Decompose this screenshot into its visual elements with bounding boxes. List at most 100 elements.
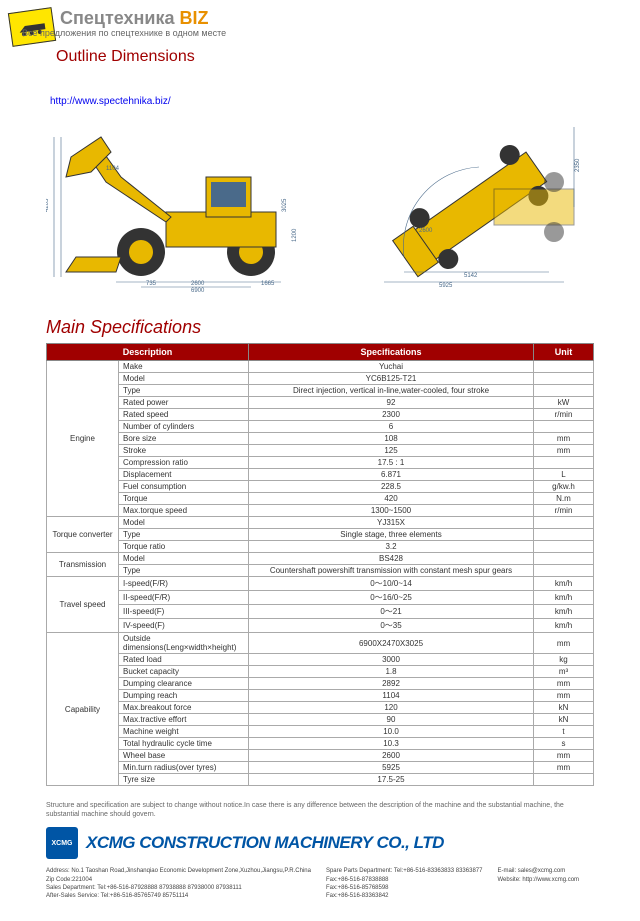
param-name: Torque [119,493,249,505]
param-value: 17.5 : 1 [249,457,534,469]
param-name: Dumping clearance [119,678,249,690]
table-row: IV-speed(F)0～35km/h [47,619,594,633]
param-unit: mm [534,762,594,774]
param-value: 6.871 [249,469,534,481]
brand-title: Спецтехника BIZ [60,8,209,29]
param-value: Direct injection, vertical in-line,water… [249,385,534,397]
param-name: Rated power [119,397,249,409]
col-description: Description [47,344,249,361]
param-name: Compression ratio [119,457,249,469]
table-row: Compression ratio17.5 : 1 [47,457,594,469]
table-row: Fuel consumption228.5g/kw.h [47,481,594,493]
param-value: 108 [249,433,534,445]
param-unit: mm [534,678,594,690]
site-url[interactable]: http://www.spectehnika.biz/ [50,96,640,107]
table-row: Tyre size17.5-25 [47,774,594,786]
param-name: Bore size [119,433,249,445]
param-value: 10.3 [249,738,534,750]
page-header: Спецтехника BIZ Все предложения по спецт… [0,0,640,107]
param-unit: mm [534,633,594,654]
param-unit: r/min [534,409,594,421]
param-value: YC6B125-T21 [249,373,534,385]
company-bar: XCMG XCMG CONSTRUCTION MACHINERY CO., LT… [46,827,594,859]
param-unit: kg [534,654,594,666]
table-row: III-speed(F)0～21km/h [47,605,594,619]
param-value: 3000 [249,654,534,666]
table-row: Machine weight10.0t [47,726,594,738]
table-row: TypeCountershaft powershift transmission… [47,565,594,577]
param-unit [534,517,594,529]
param-name: Number of cylinders [119,421,249,433]
table-row: Bore size108mm [47,433,594,445]
param-value: 1.8 [249,666,534,678]
svg-text:3025: 3025 [282,198,288,212]
param-unit: km/h [534,619,594,633]
table-row: Max.breakout force120kN [47,702,594,714]
param-value: 120 [249,702,534,714]
param-value: 92 [249,397,534,409]
svg-text:1104: 1104 [106,166,120,172]
param-name: Dumping reach [119,690,249,702]
param-value: 125 [249,445,534,457]
param-name: Tyre size [119,774,249,786]
param-unit: s [534,738,594,750]
param-value: 0～16/0~25 [249,591,534,605]
param-name: I-speed(F/R) [119,577,249,591]
category-cell: Capability [47,633,119,786]
param-unit [534,385,594,397]
category-cell: Transmission [47,553,119,577]
table-row: Total hydraulic cycle time10.3s [47,738,594,750]
technical-diagrams: 1104735 26001665 6900 4205 3025 1200 514… [46,112,594,302]
param-value: 228.5 [249,481,534,493]
param-name: Min.turn radius(over tyres) [119,762,249,774]
table-row: TransmissionModelBS428 [47,553,594,565]
param-name: Wheel base [119,750,249,762]
param-value: 0～35 [249,619,534,633]
param-unit: km/h [534,591,594,605]
param-name: Bucket capacity [119,666,249,678]
disclaimer-text: Structure and specification are subject … [46,801,594,819]
param-name: Type [119,385,249,397]
svg-text:6900: 6900 [191,288,205,292]
table-row: Dumping clearance2892mm [47,678,594,690]
param-name: III-speed(F) [119,605,249,619]
param-unit: L [534,469,594,481]
param-unit: kN [534,714,594,726]
contact-left: Address: No.1 Taoshan Road,Jinshanqiao E… [46,867,311,901]
param-value: 5925 [249,762,534,774]
param-value: BS428 [249,553,534,565]
param-name: Total hydraulic cycle time [119,738,249,750]
param-value: 17.5-25 [249,774,534,786]
param-name: Max.torque speed [119,505,249,517]
param-value: 10.0 [249,726,534,738]
svg-text:1665: 1665 [261,281,275,287]
table-row: Bucket capacity1.8m³ [47,666,594,678]
svg-text:5142: 5142 [464,273,478,279]
brand-subtitle: Все предложения по спецтехнике в одном м… [22,28,226,38]
param-value: 1300~1500 [249,505,534,517]
table-row: TypeSingle stage, three elements [47,529,594,541]
param-value: 2600 [249,750,534,762]
svg-text:2350: 2350 [575,158,581,172]
param-name: Outside dimensions(Leng×width×height) [119,633,249,654]
col-specifications: Specifications [249,344,534,361]
brand-gray: Спецтехника [60,8,175,28]
outline-dimensions-title: Outline Dimensions [56,48,640,66]
param-name: Torque ratio [119,541,249,553]
param-unit [534,553,594,565]
param-name: Max.breakout force [119,702,249,714]
specifications-table: Description Specifications Unit EngineMa… [46,343,594,786]
svg-text:5925: 5925 [439,283,453,289]
main-specifications-title: Main Specifications [46,317,640,338]
param-unit [534,373,594,385]
table-row: Rated speed2300r/min [47,409,594,421]
logo-badge [8,7,56,47]
table-row: Torque420N.m [47,493,594,505]
param-name: IV-speed(F) [119,619,249,633]
param-name: Rated load [119,654,249,666]
param-value: 2892 [249,678,534,690]
company-logo-icon: XCMG [46,827,78,859]
param-name: II-speed(F/R) [119,591,249,605]
table-row: Torque ratio3.2 [47,541,594,553]
param-unit [534,421,594,433]
